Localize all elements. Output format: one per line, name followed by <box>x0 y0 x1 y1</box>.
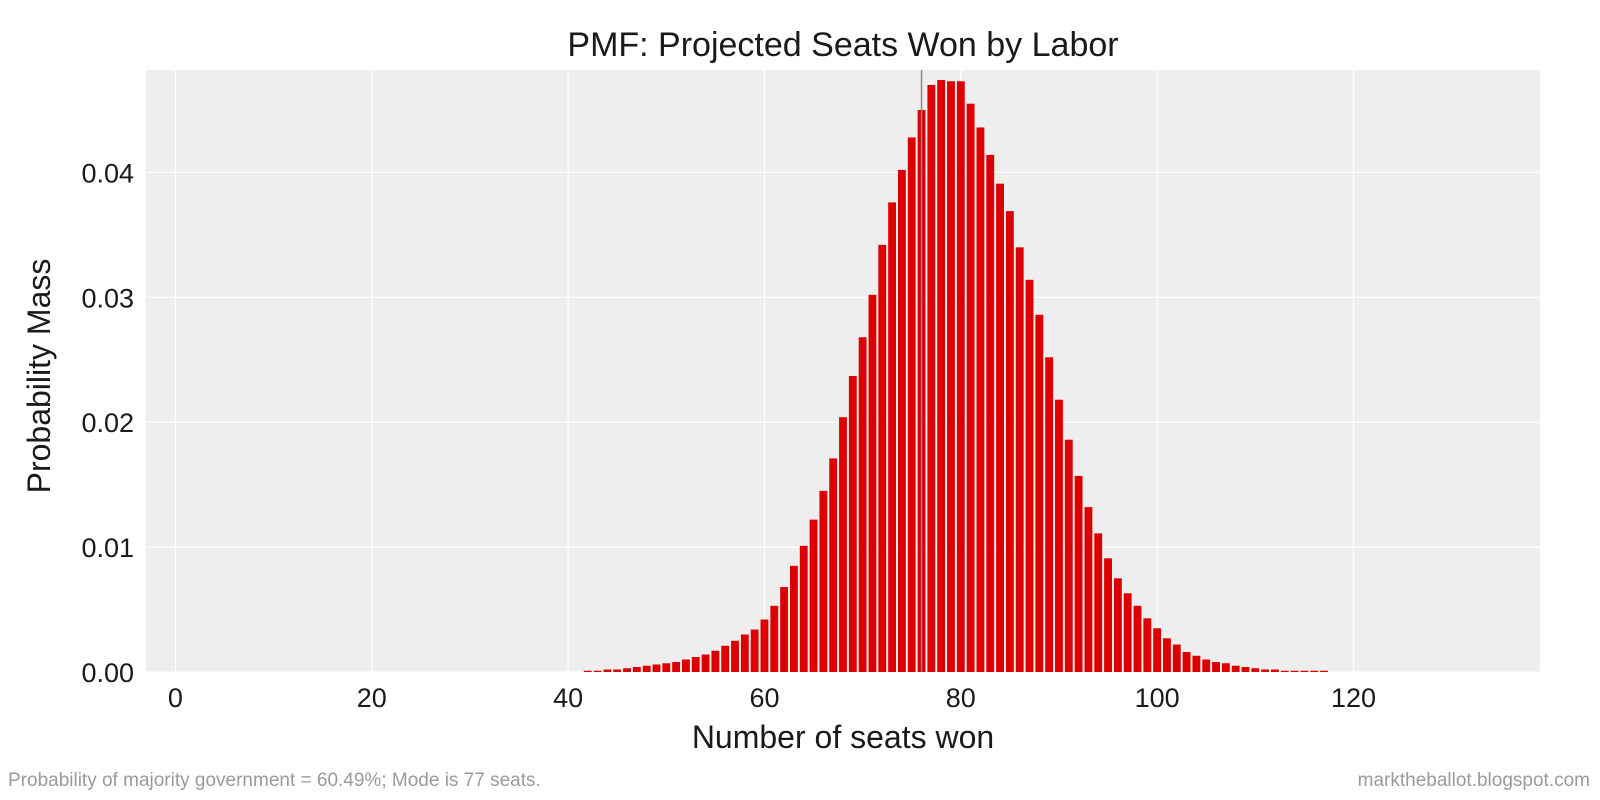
seat-bar <box>976 127 985 673</box>
seat-bar <box>613 669 622 672</box>
seat-bar <box>1104 558 1112 672</box>
seat-bar <box>780 587 789 672</box>
seat-bar <box>1045 357 1054 672</box>
x-tick-label: 120 <box>1331 683 1376 713</box>
seat-bar <box>878 244 887 672</box>
seat-bar <box>1310 670 1319 672</box>
footer-majority-note: Probability of majority government = 60.… <box>8 770 541 791</box>
seat-bar <box>1005 211 1014 672</box>
seat-bar <box>809 519 818 672</box>
seat-bar <box>652 664 661 672</box>
seat-bar <box>672 662 681 672</box>
seat-bar <box>691 657 700 672</box>
seat-bar <box>839 417 847 672</box>
seat-bar <box>1035 314 1044 672</box>
seat-bar <box>711 650 720 672</box>
seat-bar <box>1251 668 1260 672</box>
seat-bar <box>1084 507 1093 672</box>
seat-bar <box>858 337 867 672</box>
y-axis-label: Probability Mass <box>21 259 57 494</box>
seat-bar <box>789 565 798 672</box>
seat-bar <box>1241 667 1250 672</box>
seat-bar <box>1133 605 1142 672</box>
y-tick-label: 0.03 <box>81 283 134 313</box>
seat-bar <box>760 619 769 672</box>
seat-bar <box>750 629 759 672</box>
seat-bar <box>829 458 838 672</box>
seat-bar <box>937 79 946 672</box>
seat-bar <box>966 103 975 673</box>
seat-bar <box>996 183 1004 672</box>
seat-bar <box>986 154 995 673</box>
seat-bar <box>799 545 808 672</box>
x-axis-label: Number of seats won <box>692 719 994 755</box>
seat-bar <box>770 605 779 672</box>
seat-bar <box>1015 247 1024 672</box>
seat-bar <box>1212 662 1220 672</box>
seat-bar <box>1064 439 1073 672</box>
seat-bar <box>662 663 671 672</box>
seat-bar <box>1094 533 1103 672</box>
seat-bar <box>1143 618 1152 672</box>
seat-bar <box>819 490 828 672</box>
tick-labels: 0 20 40 60 80 100 120 0.00 0.01 0.02 0.03 0.04 <box>81 158 1376 713</box>
seat-bar <box>1261 669 1270 672</box>
seat-bar <box>1280 670 1289 672</box>
seat-bar <box>682 659 690 672</box>
seat-bar <box>1290 670 1299 672</box>
seat-bar <box>642 665 651 672</box>
seat-bar <box>956 81 965 672</box>
y-tick-label: 0.02 <box>81 408 134 438</box>
seat-bar <box>1182 652 1191 672</box>
seat-bar <box>583 670 592 672</box>
seat-bar <box>632 667 641 672</box>
x-tick-label: 100 <box>1135 683 1180 713</box>
seat-bar <box>1271 669 1279 672</box>
seat-bar <box>1113 578 1122 672</box>
seat-bar <box>947 81 955 672</box>
seat-bar <box>1221 663 1230 672</box>
seat-bar <box>740 634 749 672</box>
seat-bar <box>1123 593 1132 672</box>
x-tick-label: 20 <box>357 683 387 713</box>
seat-bar <box>603 669 612 672</box>
x-tick-label: 0 <box>168 683 183 713</box>
seat-bar <box>1153 628 1162 672</box>
seat-bar <box>1025 279 1034 672</box>
y-tick-label: 0.04 <box>81 158 134 188</box>
seat-bar <box>701 654 710 672</box>
seat-bar <box>1192 655 1201 672</box>
seat-bar <box>1202 659 1211 672</box>
x-tick-label: 80 <box>946 683 976 713</box>
seat-bar <box>1300 670 1309 672</box>
x-tick-label: 60 <box>749 683 779 713</box>
seat-bar <box>868 294 877 672</box>
seat-bar <box>1172 644 1181 672</box>
seat-bar <box>721 645 730 672</box>
seat-bar <box>1163 638 1171 672</box>
seat-bar <box>927 84 936 672</box>
seat-bar <box>1074 475 1083 672</box>
seat-bar <box>907 137 916 673</box>
y-tick-label: 0.01 <box>81 533 134 563</box>
seat-bar <box>848 375 857 672</box>
seat-bar <box>623 668 631 672</box>
footer-source: marktheballot.blogspot.com <box>1357 770 1590 791</box>
seat-bar <box>888 202 897 672</box>
y-tick-label: 0.00 <box>81 658 134 688</box>
seat-bar <box>1055 399 1063 672</box>
x-tick-label: 40 <box>553 683 583 713</box>
seat-bar <box>731 640 739 672</box>
seat-bar <box>1231 665 1240 672</box>
seat-bar <box>1320 670 1328 672</box>
chart-title: PMF: Projected Seats Won by Labor <box>567 26 1118 64</box>
seat-bar <box>593 670 602 672</box>
seat-bar <box>897 169 906 673</box>
